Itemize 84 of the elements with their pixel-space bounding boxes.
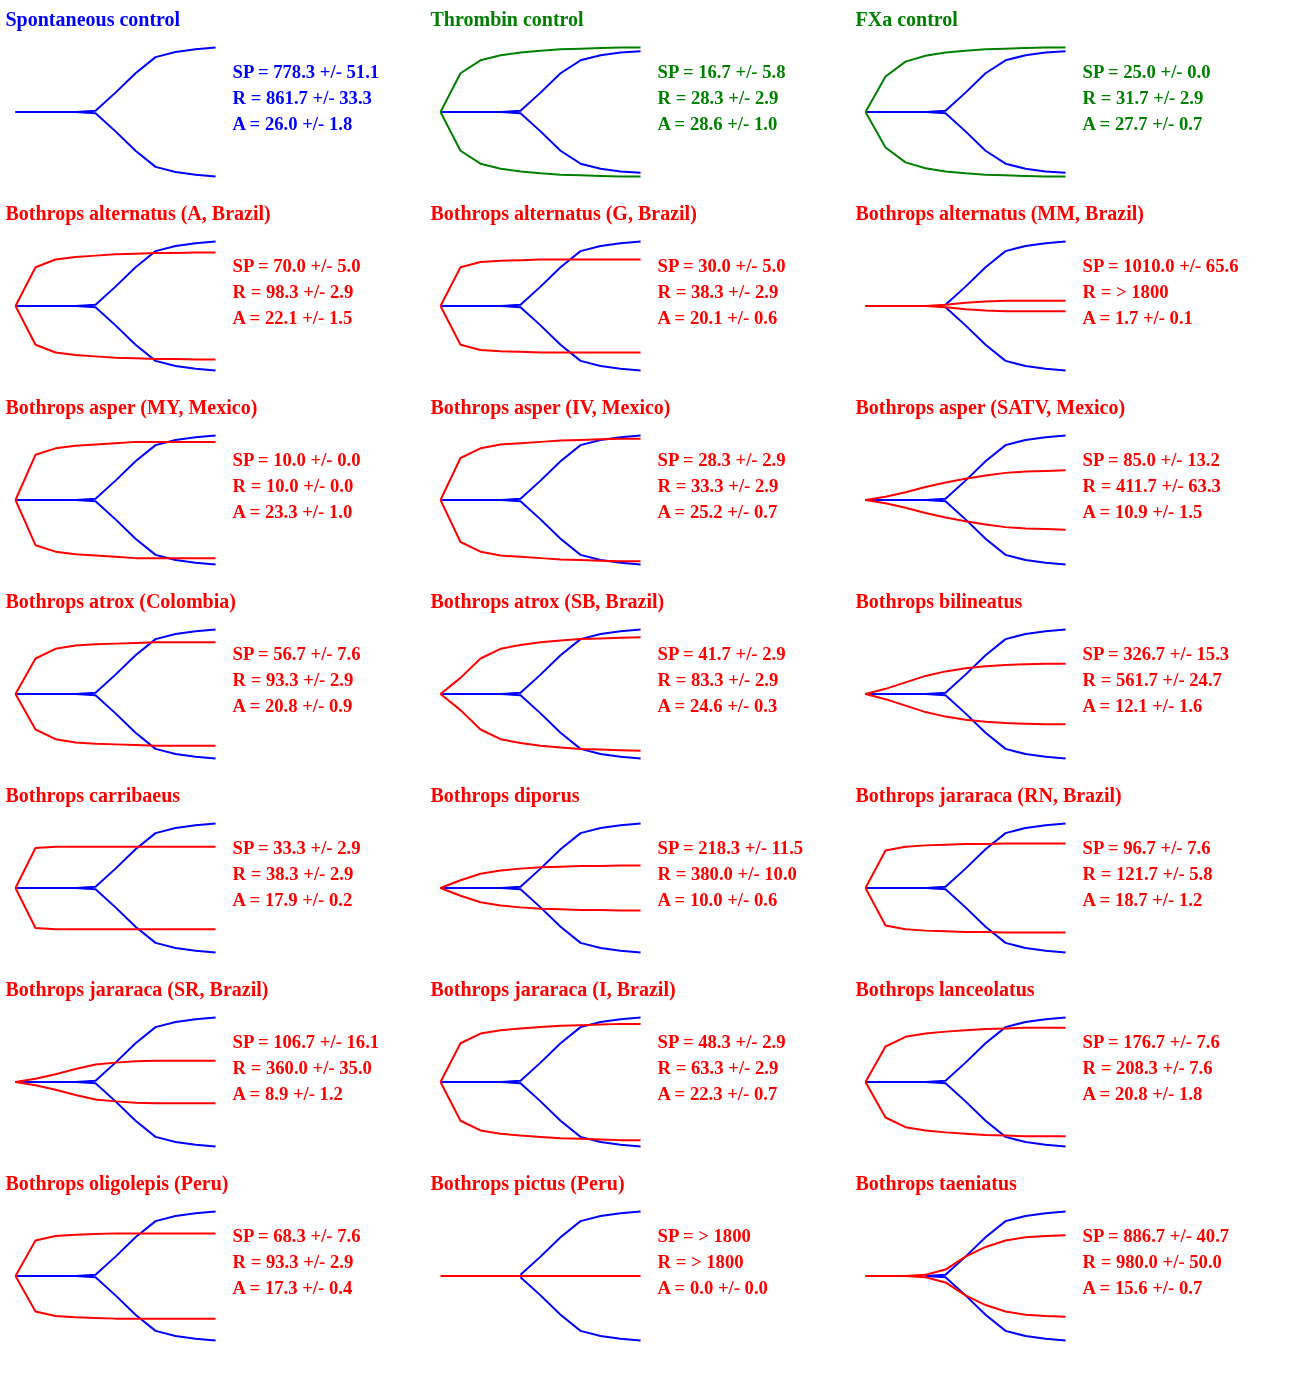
chart-title: Bothrops asper (IV, Mexico) xyxy=(430,395,671,419)
text: A = 1.7 +/- 0.1 xyxy=(1082,307,1193,328)
chart-title: Spontaneous control xyxy=(5,7,181,31)
chart-title: Bothrops bilineatus xyxy=(855,589,1023,613)
text: R = 208.3 +/- 7.6 xyxy=(1082,1057,1213,1078)
text: R = 31.7 +/- 2.9 xyxy=(1082,87,1204,108)
text: SP = 28.3 +/- 2.9 xyxy=(657,449,786,470)
text: R = 980.0 +/- 50.0 xyxy=(1082,1251,1222,1272)
text: R = 63.3 +/- 2.9 xyxy=(657,1057,779,1078)
text: SP = 33.3 +/- 2.9 xyxy=(232,837,361,858)
text: R = 10.0 +/- 0.0 xyxy=(232,475,354,496)
text: A = 20.1 +/- 0.6 xyxy=(657,307,778,328)
text: SP = 68.3 +/- 7.6 xyxy=(232,1225,361,1246)
text: A = 17.9 +/- 0.2 xyxy=(232,889,353,910)
text: R = > 1800 xyxy=(1082,281,1169,302)
text: R = 38.3 +/- 2.9 xyxy=(232,863,354,884)
text: SP = 25.0 +/- 0.0 xyxy=(1082,61,1211,82)
text: R = 28.3 +/- 2.9 xyxy=(657,87,779,108)
text: R = 121.7 +/- 5.8 xyxy=(1082,863,1213,884)
text: R = 561.7 +/- 24.7 xyxy=(1082,669,1222,690)
text: SP = 106.7 +/- 16.1 xyxy=(232,1031,380,1052)
chart-title: Bothrops atrox (SB, Brazil) xyxy=(430,589,665,613)
chart-title: Bothrops lanceolatus xyxy=(855,977,1035,1001)
text: A = 27.7 +/- 0.7 xyxy=(1082,113,1203,134)
chart-title: Bothrops alternatus (A, Brazil) xyxy=(5,201,271,225)
text: A = 18.7 +/- 1.2 xyxy=(1082,889,1203,910)
chart-title: Bothrops alternatus (MM, Brazil) xyxy=(855,201,1144,225)
chart-title: Thrombin control xyxy=(430,7,585,30)
text: R = 93.3 +/- 2.9 xyxy=(232,1251,354,1272)
text: A = 8.9 +/- 1.2 xyxy=(232,1083,343,1104)
chart-title: Bothrops diporus xyxy=(430,783,580,807)
text: SP = 30.0 +/- 5.0 xyxy=(657,255,786,276)
text: SP = 778.3 +/- 51.1 xyxy=(232,61,380,82)
text: R = 861.7 +/- 33.3 xyxy=(232,87,372,108)
text: A = 24.6 +/- 0.3 xyxy=(657,695,778,716)
text: SP = 96.7 +/- 7.6 xyxy=(1082,837,1211,858)
text: SP = 176.7 +/- 7.6 xyxy=(1082,1031,1220,1052)
text: A = 28.6 +/- 1.0 xyxy=(657,113,778,134)
chart-title: Bothrops jararaca (I, Brazil) xyxy=(430,977,676,1001)
text: SP = 70.0 +/- 5.0 xyxy=(232,255,361,276)
text: SP = 48.3 +/- 2.9 xyxy=(657,1031,786,1052)
text: A = 20.8 +/- 0.9 xyxy=(232,695,353,716)
chart-title: Bothrops atrox (Colombia) xyxy=(5,589,236,613)
text: SP = 16.7 +/- 5.8 xyxy=(657,61,786,82)
text: R = 33.3 +/- 2.9 xyxy=(657,475,779,496)
text: SP = 326.7 +/- 15.3 xyxy=(1082,643,1230,664)
text: R = 38.3 +/- 2.9 xyxy=(657,281,779,302)
text: A = 0.0 +/- 0.0 xyxy=(657,1277,768,1298)
text: R = 93.3 +/- 2.9 xyxy=(232,669,354,690)
text: A = 12.1 +/- 1.6 xyxy=(1082,695,1203,716)
text: R = 98.3 +/- 2.9 xyxy=(232,281,354,302)
chart-title: Bothrops pictus (Peru) xyxy=(430,1171,625,1195)
text: A = 10.9 +/- 1.5 xyxy=(1082,501,1203,522)
chart-title: FXa control xyxy=(855,7,959,30)
text: A = 15.6 +/- 0.7 xyxy=(1082,1277,1203,1298)
text: SP = 56.7 +/- 7.6 xyxy=(232,643,361,664)
text: A = 22.1 +/- 1.5 xyxy=(232,307,353,328)
text: A = 17.3 +/- 0.4 xyxy=(232,1277,353,1298)
text: SP = 886.7 +/- 40.7 xyxy=(1082,1225,1230,1246)
text: SP = 1010.0 +/- 65.6 xyxy=(1082,255,1239,276)
chart-title: Bothrops carribaeus xyxy=(5,783,181,807)
text: SP = 85.0 +/- 13.2 xyxy=(1082,449,1220,470)
text: SP = 218.3 +/- 11.5 xyxy=(657,837,804,858)
chart-title: Bothrops jararaca (SR, Brazil) xyxy=(5,977,269,1001)
text: A = 25.2 +/- 0.7 xyxy=(657,501,778,522)
text: A = 22.3 +/- 0.7 xyxy=(657,1083,778,1104)
text: R = 380.0 +/- 10.0 xyxy=(657,863,797,884)
text: A = 10.0 +/- 0.6 xyxy=(657,889,778,910)
chart-title: Bothrops alternatus (G, Brazil) xyxy=(430,201,697,225)
text: R = 83.3 +/- 2.9 xyxy=(657,669,779,690)
text: R = > 1800 xyxy=(657,1251,744,1272)
text: R = 360.0 +/- 35.0 xyxy=(232,1057,372,1078)
text: A = 26.0 +/- 1.8 xyxy=(232,113,353,134)
text: SP = 10.0 +/- 0.0 xyxy=(232,449,361,470)
text: A = 23.3 +/- 1.0 xyxy=(232,501,353,522)
text: SP = > 1800 xyxy=(657,1225,751,1246)
chart-title: Bothrops taeniatus xyxy=(855,1171,1018,1195)
text: A = 20.8 +/- 1.8 xyxy=(1082,1083,1203,1104)
chart-title: Bothrops asper (MY, Mexico) xyxy=(5,395,258,419)
chart-title: Bothrops asper (SATV, Mexico) xyxy=(855,395,1126,419)
chart-title: Bothrops oligolepis (Peru) xyxy=(5,1171,229,1195)
text: SP = 41.7 +/- 2.9 xyxy=(657,643,786,664)
text: R = 411.7 +/- 63.3 xyxy=(1082,475,1221,496)
chart-title: Bothrops jararaca (RN, Brazil) xyxy=(855,783,1122,807)
